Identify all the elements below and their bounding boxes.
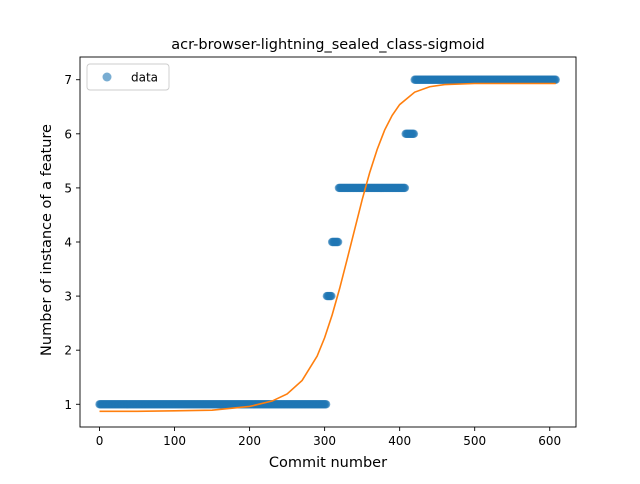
y-tick-label: 7: [64, 73, 72, 87]
fit-curve-line: [99, 82, 556, 413]
legend-box: [86, 63, 170, 91]
x-tick-label: 600: [538, 434, 561, 448]
data-point: [321, 400, 331, 409]
legend: data: [86, 63, 170, 91]
y-tick-label: 1: [64, 398, 72, 412]
y-tick-label: 4: [64, 236, 72, 250]
data-point: [409, 129, 419, 139]
data-points: [95, 75, 560, 409]
y-tick-label: 2: [64, 344, 72, 358]
legend-label: data: [131, 71, 158, 85]
data-point: [551, 75, 560, 84]
x-tick-label: 300: [313, 434, 336, 448]
data-point: [333, 237, 343, 247]
x-axis-label: Commit number: [269, 455, 387, 471]
y-tick-label: 5: [64, 181, 72, 195]
x-tick-label: 200: [238, 434, 261, 448]
legend-marker: [102, 72, 112, 82]
y-tick-label: 6: [64, 127, 72, 141]
x-tick-label: 500: [463, 434, 486, 448]
data-point: [400, 183, 410, 193]
y-tick-label: 3: [64, 290, 72, 304]
x-tick-label: 100: [163, 434, 186, 448]
x-tick-label: 400: [388, 434, 411, 448]
y-axis-label: Number of instance of a feature: [39, 124, 55, 356]
x-tick-label: 0: [96, 434, 104, 448]
data-point: [327, 291, 336, 301]
chart-title: acr-browser-lightning_sealed_class-sigmo…: [171, 37, 484, 53]
plot-area: 0 100 200 300 400 500 600 1 2 3 4 5 6 7 data: [64, 56, 577, 448]
